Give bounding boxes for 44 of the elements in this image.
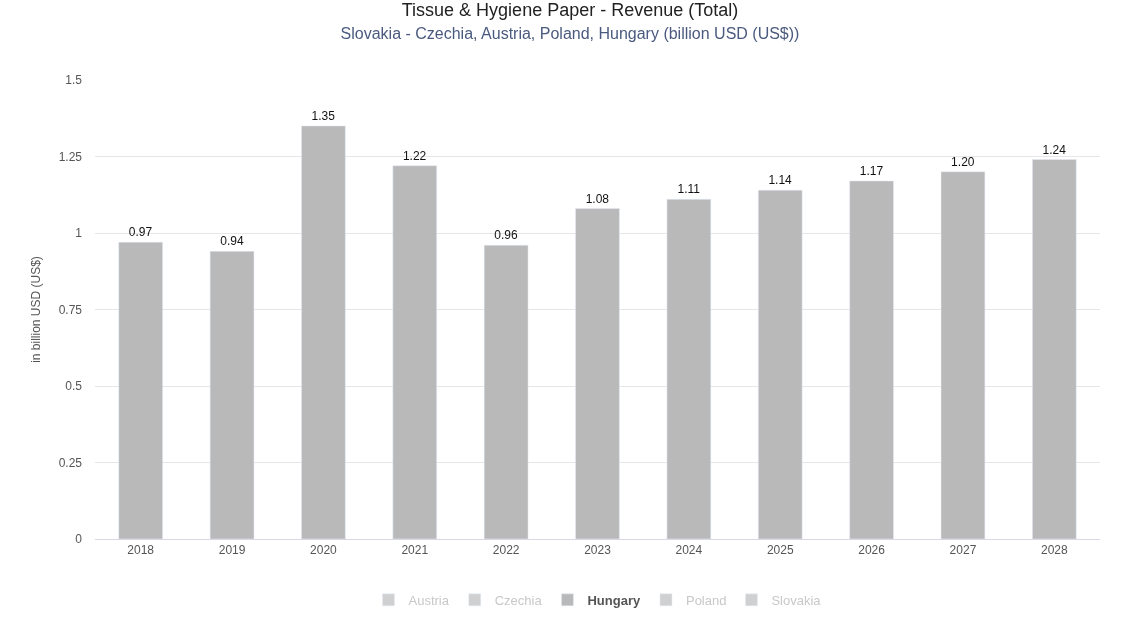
x-tick-label: 2024	[675, 543, 703, 558]
data-label: 0.97	[128, 225, 153, 240]
x-tick-label: 2025	[766, 543, 794, 558]
bar	[483, 244, 529, 539]
bar	[1032, 159, 1077, 539]
x-tick-label: 2022	[492, 543, 520, 558]
y-tick-label: 0.25	[58, 455, 83, 470]
y-tick-label: 0.5	[65, 379, 83, 394]
data-label: 1.22	[402, 148, 427, 163]
bar	[301, 125, 346, 539]
data-label: 1.14	[768, 173, 793, 188]
bar	[392, 165, 437, 539]
bar	[666, 199, 712, 539]
data-label: 1.24	[1042, 142, 1067, 157]
data-label: 1.17	[859, 163, 884, 178]
y-tick-label: 1.5	[65, 73, 83, 88]
x-tick-label: 2023	[584, 543, 612, 558]
x-tick-label: 2026	[858, 543, 886, 558]
data-label: 1.11	[677, 182, 701, 197]
y-tick-label: 1.25	[58, 149, 83, 164]
bar	[209, 251, 255, 539]
data-label: 1.08	[585, 191, 610, 206]
y-tick-label: 1	[75, 226, 83, 241]
data-label: 0.94	[220, 234, 244, 249]
y-axis-title: in billion USD (US$)	[28, 256, 43, 363]
chart-title: Tissue & Hygiene Paper - Revenue (Total)	[401, 0, 739, 20]
bar	[758, 189, 803, 539]
data-label: 1.35	[311, 108, 336, 123]
y-tick-label: 0	[75, 532, 83, 547]
x-tick-label: 2028	[1040, 543, 1068, 558]
x-tick-label: 2027	[949, 543, 977, 558]
x-tick-label: 2020	[310, 543, 338, 558]
bar	[940, 171, 986, 539]
data-label: 1.20	[951, 154, 975, 169]
bar	[118, 241, 163, 539]
x-tick-label: 2019	[218, 543, 246, 558]
bar	[849, 180, 894, 539]
chart-subtitle: Slovakia - Czechia, Austria, Poland, Hungary (billion USD (US$))	[340, 25, 800, 43]
bar	[575, 208, 620, 539]
legend-label: Hungary	[587, 592, 641, 608]
data-label: 0.96	[494, 228, 518, 243]
y-tick-label: 0.75	[58, 302, 83, 317]
x-tick-label: 2018	[127, 543, 155, 558]
x-tick-label: 2021	[401, 543, 429, 558]
